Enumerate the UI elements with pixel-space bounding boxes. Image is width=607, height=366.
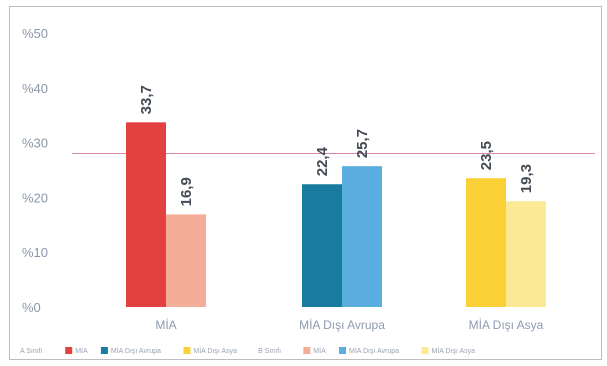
legend-label: MİA [75, 346, 88, 355]
y-tick-label: %20 [22, 190, 48, 205]
data-label: 16,9 [178, 177, 195, 206]
data-label: 19,3 [518, 164, 535, 193]
y-tick-label: %30 [22, 136, 48, 151]
data-label: 25,7 [354, 129, 371, 158]
legend-swatch [65, 347, 73, 354]
data-label: 22,4 [314, 146, 331, 176]
bar [302, 184, 342, 307]
bar [342, 166, 382, 307]
legend-swatch [183, 347, 191, 354]
x-category-label: MİA [155, 318, 176, 332]
legend-label: MİA [313, 346, 326, 355]
legend-label: MİA Dışı Avrupa [111, 346, 161, 355]
y-tick-label: %40 [22, 81, 48, 96]
legend-swatch [100, 347, 108, 354]
legend-label: B Sınıfı [258, 348, 281, 355]
legend-label: MİA Dışı Asya [193, 346, 237, 355]
y-tick-label: %10 [22, 245, 48, 260]
legend-label: MİA Dışı Avrupa [349, 346, 399, 355]
y-tick-label: %0 [22, 300, 41, 315]
bar [166, 214, 206, 307]
bar-chart: %0 %10 %20 %30 %40 %50 33,7 16,9 MİA 22,4 25,7 MİA … [20, 26, 595, 355]
legend-swatch [339, 347, 346, 354]
y-tick-label: %50 [22, 26, 48, 41]
legend-swatch [303, 347, 311, 354]
x-category-label: MİA Dışı Avrupa [299, 318, 385, 332]
legend-swatch [421, 347, 429, 354]
data-label: 23,5 [478, 141, 495, 170]
legend-label: MİA Dışı Asya [432, 346, 476, 355]
data-label: 33,7 [138, 85, 155, 114]
legend-label: A Sınıfı [20, 348, 43, 355]
bar [126, 122, 166, 307]
bar [506, 201, 546, 307]
x-category-label: MİA Dışı Asya [469, 318, 544, 332]
bar [466, 178, 506, 307]
chart-frame: %0 %10 %20 %30 %40 %50 33,7 16,9 MİA 22,4 25,7 MİA … [9, 6, 602, 360]
